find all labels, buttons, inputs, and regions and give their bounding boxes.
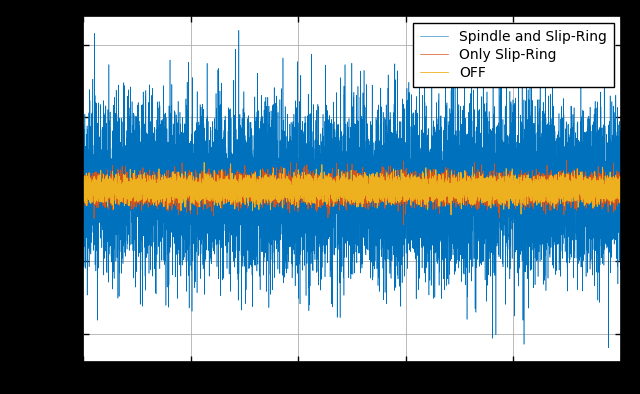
Spindle and Slip-Ring bbox=[111, 205, 119, 210]
Only Slip-Ring bbox=[617, 190, 625, 194]
Only Slip-Ring bbox=[102, 192, 109, 197]
Line: Only Slip-Ring: Only Slip-Ring bbox=[83, 160, 621, 225]
OFF bbox=[102, 191, 109, 195]
Only Slip-Ring bbox=[111, 197, 119, 201]
Only Slip-Ring bbox=[589, 174, 596, 178]
Only Slip-Ring bbox=[185, 184, 193, 189]
Spindle and Slip-Ring bbox=[79, 167, 87, 171]
Only Slip-Ring bbox=[79, 191, 87, 196]
Spindle and Slip-Ring bbox=[588, 170, 596, 175]
Spindle and Slip-Ring bbox=[82, 216, 90, 221]
Legend: Spindle and Slip-Ring, Only Slip-Ring, OFF: Spindle and Slip-Ring, Only Slip-Ring, O… bbox=[413, 23, 614, 87]
OFF bbox=[82, 191, 90, 195]
Only Slip-Ring bbox=[400, 222, 408, 227]
Spindle and Slip-Ring bbox=[617, 161, 625, 165]
Spindle and Slip-Ring bbox=[102, 173, 109, 178]
OFF bbox=[111, 179, 119, 184]
OFF bbox=[342, 192, 350, 197]
Spindle and Slip-Ring bbox=[605, 346, 612, 350]
OFF bbox=[79, 191, 87, 196]
Only Slip-Ring bbox=[342, 188, 350, 193]
Only Slip-Ring bbox=[563, 158, 570, 163]
Line: Spindle and Slip-Ring: Spindle and Slip-Ring bbox=[83, 30, 621, 348]
OFF bbox=[200, 160, 208, 165]
OFF bbox=[185, 189, 193, 193]
OFF bbox=[589, 182, 596, 187]
Line: OFF: OFF bbox=[83, 162, 621, 215]
OFF bbox=[617, 175, 625, 179]
Spindle and Slip-Ring bbox=[235, 28, 243, 33]
OFF bbox=[447, 212, 455, 217]
Spindle and Slip-Ring bbox=[185, 189, 193, 194]
Only Slip-Ring bbox=[82, 188, 90, 193]
Spindle and Slip-Ring bbox=[342, 161, 350, 166]
